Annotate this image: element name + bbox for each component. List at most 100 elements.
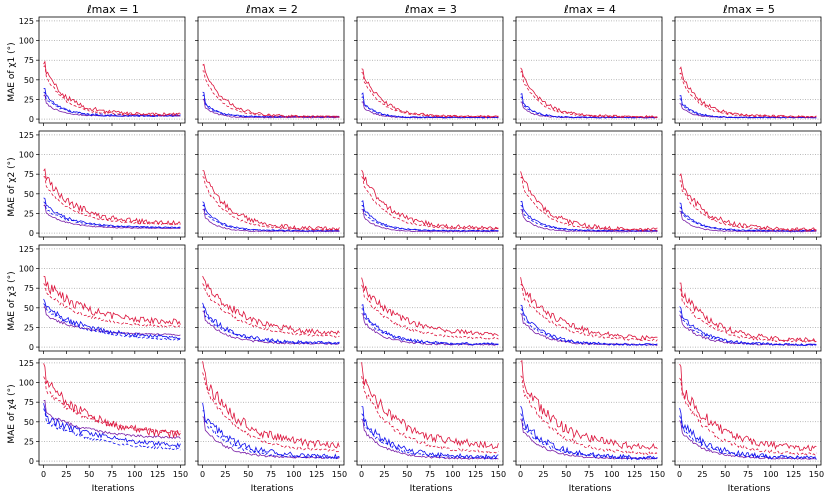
panel-r3-c1: 0 25 50 75 100 125 — [19, 244, 186, 354]
y-tick-label: 25 — [24, 209, 34, 218]
panel-r1-c1: 0 25 50 75 100 125 — [19, 16, 186, 126]
series-line-red-dashed — [202, 372, 340, 453]
series-line-red-solid — [43, 60, 181, 116]
panel-frame — [515, 358, 663, 466]
panel-r4-c5: 0 25 50 75 100 125 150 — [672, 358, 824, 479]
x-tick-label: 25 — [697, 470, 707, 479]
series-line-red-solid — [43, 275, 181, 325]
series-line-blue-solid — [520, 200, 658, 232]
series-line-red-solid — [361, 362, 499, 450]
panel-r2-c3 — [354, 130, 504, 240]
series-line-red-dashed — [520, 176, 658, 231]
series-line-purple-solid — [43, 305, 181, 336]
x-tick-label: 75 — [107, 470, 117, 479]
x-tick-label: 25 — [220, 470, 230, 479]
x-tick-label: 75 — [425, 470, 435, 479]
panel-r4-c3: 0 25 50 75 100 125 150 — [354, 358, 506, 479]
panel-frame — [356, 130, 504, 238]
series-line-blue-dashed — [202, 306, 340, 345]
column-title-3: ℓmax = 3 — [404, 3, 457, 16]
x-tick-label: 50 — [243, 470, 253, 479]
series-line-red-solid — [520, 277, 658, 341]
panel-r3-c5 — [672, 244, 822, 354]
x-tick-label: 0 — [41, 470, 46, 479]
series-line-blue-solid — [520, 92, 658, 119]
series-line-blue-solid — [43, 298, 181, 340]
series-line-blue-solid — [679, 407, 817, 460]
x-tick-label: 25 — [379, 470, 389, 479]
xlabel-4: Iterations — [569, 484, 612, 494]
panel-grid: 0255075100125025507510012502550751001250… — [19, 16, 824, 479]
series-line-purple-solid — [361, 313, 499, 346]
series-line-blue-solid — [679, 202, 817, 232]
panel-frame — [356, 244, 504, 352]
series-line-red-solid — [202, 63, 340, 119]
series-line-blue-solid — [202, 201, 340, 232]
series-line-red-dashed — [361, 284, 499, 340]
series-line-red-dashed — [361, 72, 499, 118]
xlabel-5: Iterations — [728, 484, 771, 494]
series-line-red-dashed — [520, 375, 658, 456]
series-line-red-dashed — [361, 376, 499, 454]
x-tick-label: 100 — [127, 470, 142, 479]
series-line-red-dashed — [361, 176, 499, 230]
series-line-red-solid — [202, 361, 340, 449]
x-tick-label: 150 — [173, 470, 188, 479]
panel-r2-c4 — [513, 130, 663, 240]
y-tick-label: 100 — [19, 37, 34, 46]
panel-r3-c2 — [195, 244, 345, 354]
series-line-blue-solid — [361, 200, 499, 232]
series-line-red-solid — [679, 66, 817, 119]
y-tick-label: 100 — [19, 265, 34, 274]
series-line-red-dashed — [43, 283, 181, 328]
panel-frame — [38, 358, 186, 466]
row-ylabel-2: MAE of χ2 (°) — [7, 157, 17, 216]
panel-r1-c5 — [672, 16, 822, 126]
panel-r1-c2 — [195, 16, 345, 126]
series-line-blue-dashed — [43, 408, 181, 451]
panel-r2-c2 — [195, 130, 345, 240]
x-tick-label: 50 — [402, 470, 412, 479]
y-tick-label: 125 — [19, 359, 34, 368]
y-tick-label: 125 — [19, 17, 34, 26]
series-line-red-dashed — [520, 70, 658, 118]
panel-frame — [356, 16, 504, 124]
x-tick-label: 100 — [763, 470, 778, 479]
series-line-red-dashed — [43, 376, 181, 434]
x-tick-label: 50 — [561, 470, 571, 479]
panel-r4-c2: 0 25 50 75 100 125 150 — [195, 358, 347, 479]
x-tick-label: 50 — [720, 470, 730, 479]
y-tick-label: 50 — [24, 304, 34, 313]
panel-r1-c3 — [354, 16, 504, 126]
column-titles: ℓmax = 1 ℓmax = 2 ℓmax = 3 ℓmax = 4 ℓmax… — [86, 3, 775, 16]
series-line-blue-solid — [202, 91, 340, 118]
column-title-2: ℓmax = 2 — [245, 3, 298, 16]
series-line-red-solid — [202, 275, 340, 336]
series-line-blue-dashed — [520, 205, 658, 232]
panel-r3-c3 — [354, 244, 504, 354]
series-line-purple-solid — [43, 204, 181, 230]
series-line-red-dashed — [520, 283, 658, 342]
y-tick-label: 125 — [19, 245, 34, 254]
x-tick-label: 100 — [286, 470, 301, 479]
series-line-red-dashed — [43, 65, 181, 117]
series-line-blue-dashed — [43, 201, 181, 229]
panel-r3-c4 — [513, 244, 663, 354]
y-tick-label: 75 — [24, 398, 34, 407]
series-line-blue-solid — [43, 197, 181, 229]
panel-frame — [674, 358, 822, 466]
series-line-red-solid — [679, 363, 817, 452]
y-tick-label: 0 — [29, 229, 34, 238]
y-tick-label: 100 — [19, 151, 34, 160]
y-tick-label: 75 — [24, 56, 34, 65]
x-tick-label: 50 — [84, 470, 94, 479]
x-tick-label: 125 — [150, 470, 165, 479]
panel-frame — [197, 16, 345, 124]
panel-r4-c1: 0 25 50 75 100 125 0 25 50 75 100 125 150 — [19, 358, 188, 479]
series-line-red-dashed — [202, 70, 340, 118]
column-title-4: ℓmax = 4 — [563, 3, 616, 16]
row-ylabel-1: MAE of χ1 (°) — [7, 42, 17, 101]
x-tick-label: 0 — [200, 470, 205, 479]
series-line-purple-solid — [361, 418, 499, 460]
y-tick-label: 100 — [19, 379, 34, 388]
